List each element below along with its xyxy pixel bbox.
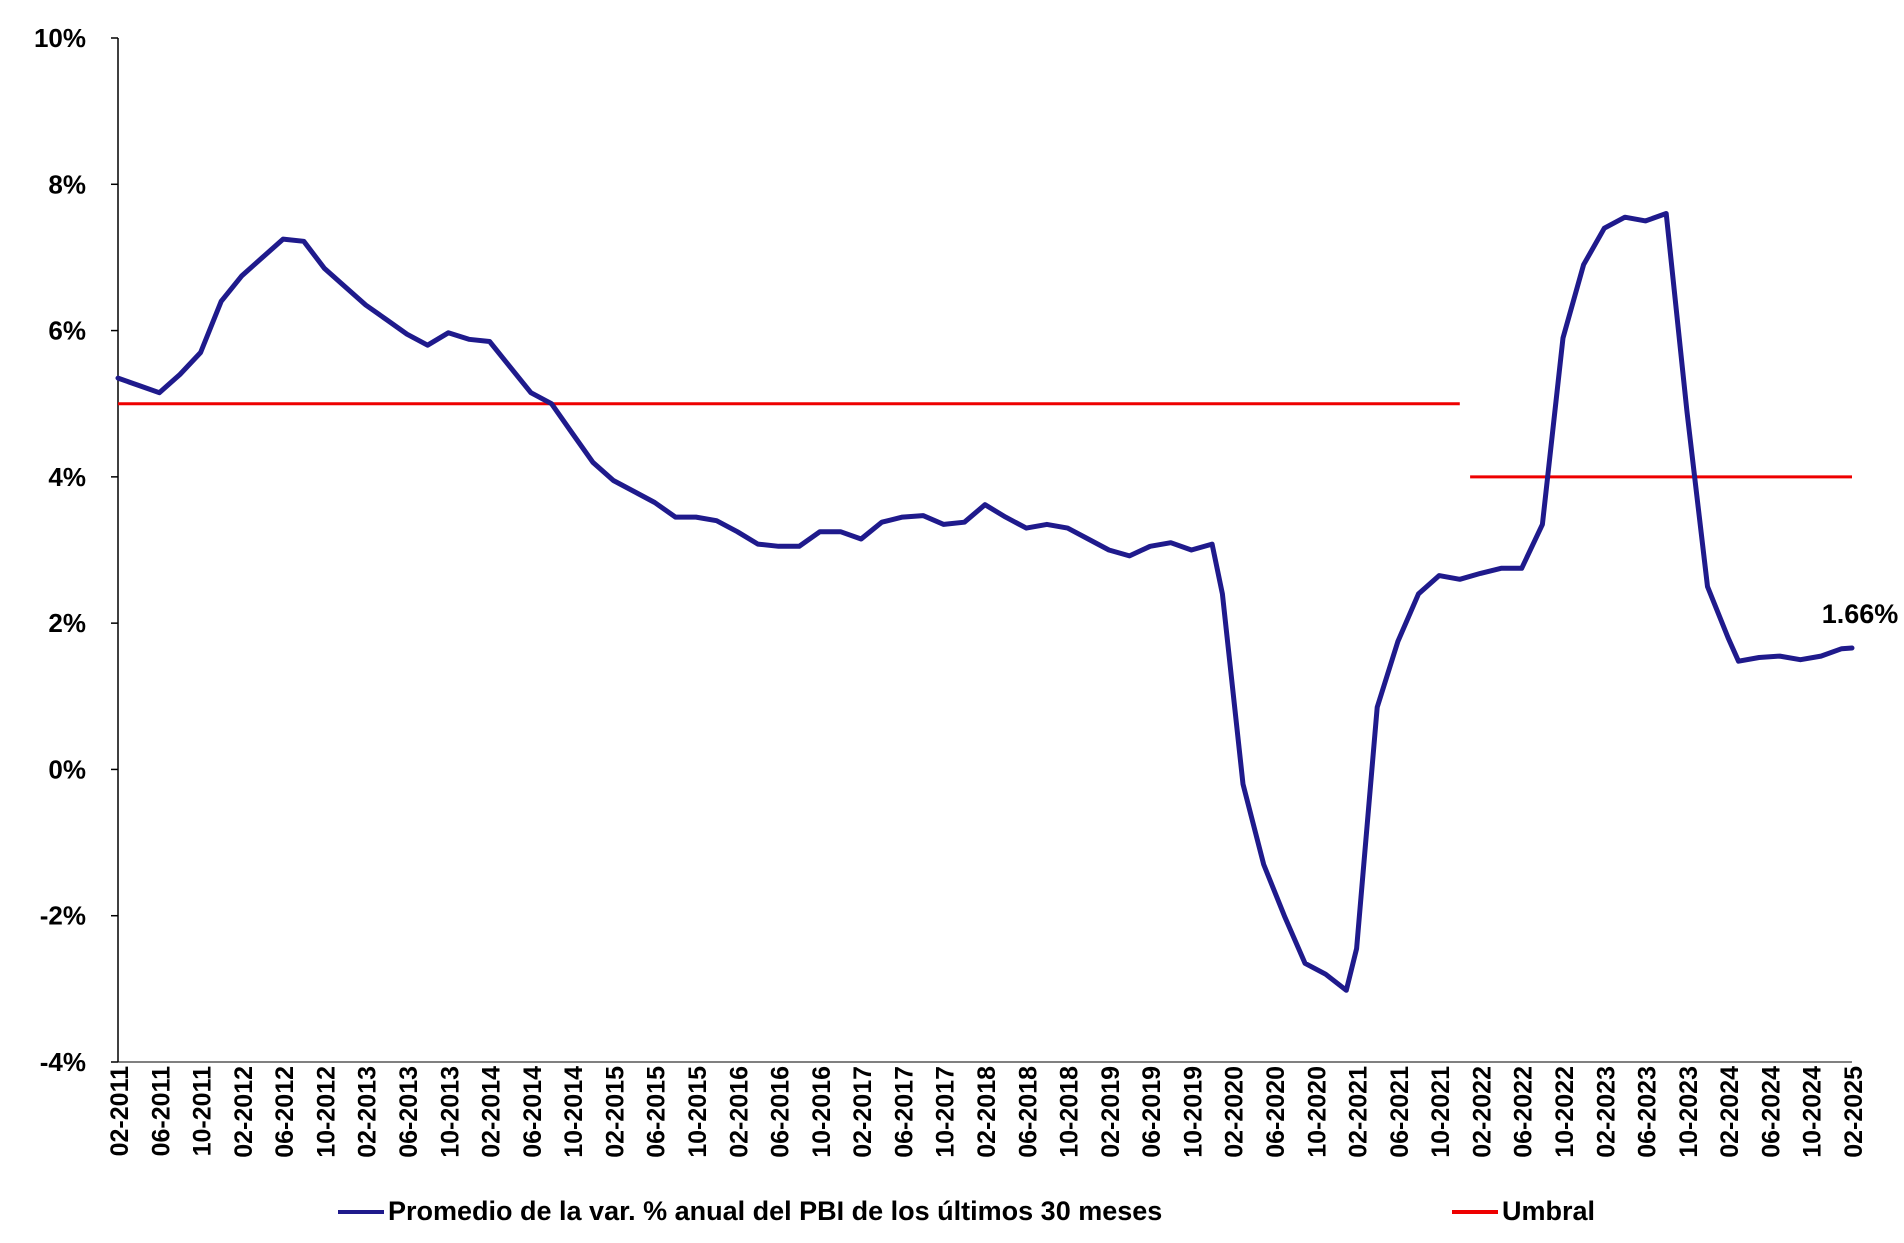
x-tick-label: 10-2013: [436, 1066, 464, 1158]
legend-swatch-main: [338, 1209, 384, 1214]
legend-item-umbral: Umbral: [1452, 1196, 1595, 1227]
x-tick-label: 10-2024: [1799, 1066, 1827, 1158]
x-tick-label: 06-2022: [1510, 1066, 1538, 1158]
x-tick-label: 10-2021: [1427, 1066, 1455, 1158]
x-tick-label: 06-2023: [1634, 1066, 1662, 1158]
x-tick-label: 02-2021: [1345, 1066, 1373, 1158]
legend-swatch-umbral: [1452, 1209, 1498, 1214]
legend-label-main: Promedio de la var. % anual del PBI de l…: [388, 1196, 1163, 1226]
x-tick-label: 06-2014: [519, 1066, 547, 1158]
x-tick-label: 10-2023: [1675, 1066, 1703, 1158]
x-tick-label: 06-2020: [1262, 1066, 1290, 1158]
y-tick-label: 4%: [48, 462, 86, 492]
series-line-main: [115, 211, 1855, 993]
y-tick-label: 6%: [48, 316, 86, 346]
x-tick-label: 02-2011: [106, 1066, 134, 1156]
x-tick-label: 06-2011: [147, 1066, 175, 1156]
x-tick-label: 02-2019: [1097, 1066, 1125, 1158]
axes: [117, 38, 1852, 1063]
x-tick-label: 06-2012: [271, 1066, 299, 1158]
x-tick-label: 02-2024: [1716, 1066, 1744, 1158]
legend: Promedio de la var. % anual del PBI de l…: [0, 1196, 1904, 1236]
x-tick-label: 10-2015: [684, 1066, 712, 1158]
y-tick-label: 10%: [34, 23, 86, 53]
y-tick-label: 2%: [48, 608, 86, 638]
y-tick-label: 8%: [48, 169, 86, 199]
x-tick-label: 02-2016: [725, 1066, 753, 1158]
x-tick-label: 02-2013: [354, 1066, 382, 1158]
y-tick-label: -4%: [40, 1047, 86, 1077]
x-tick-label: 06-2016: [767, 1066, 795, 1158]
x-tick-label: 10-2020: [1303, 1066, 1331, 1158]
x-tick-label: 02-2017: [849, 1066, 877, 1158]
x-tick-label: 06-2017: [890, 1066, 918, 1158]
threshold-series: [118, 402, 1852, 479]
x-tick-label: 10-2011: [189, 1066, 217, 1156]
x-tick-label: 10-2019: [1179, 1066, 1207, 1158]
legend-item-main: Promedio de la var. % anual del PBI de l…: [338, 1196, 1162, 1227]
x-tick-label: 10-2022: [1551, 1066, 1579, 1158]
x-tick-label: 10-2014: [560, 1066, 588, 1158]
x-tick-label: 06-2019: [1138, 1066, 1166, 1158]
x-tick-label: 02-2023: [1592, 1066, 1620, 1158]
x-tick-label: 02-2022: [1468, 1066, 1496, 1158]
x-tick-label: 06-2015: [643, 1066, 671, 1158]
x-tick-label: 06-2021: [1386, 1066, 1414, 1158]
x-tick-label: 06-2018: [1014, 1066, 1042, 1158]
y-axis-ticks: 10% 8% 6% 4% 2% 0% -2% -4%: [34, 23, 118, 1077]
x-tick-label: 02-2014: [478, 1066, 506, 1158]
x-tick-label: 10-2012: [312, 1066, 340, 1158]
last-value-label: 1.66%: [1822, 599, 1899, 629]
y-tick-label: -2%: [40, 901, 86, 931]
y-tick-label: 0%: [48, 754, 86, 784]
main-series: [115, 211, 1855, 993]
x-tick-label: 06-2013: [395, 1066, 423, 1158]
x-tick-label: 02-2020: [1221, 1066, 1249, 1158]
x-tick-label: 02-2012: [230, 1066, 258, 1158]
x-tick-label: 06-2024: [1757, 1066, 1785, 1158]
x-tick-label: 10-2016: [808, 1066, 836, 1158]
x-tick-label: 02-2025: [1840, 1066, 1868, 1158]
x-tick-label: 02-2015: [601, 1066, 629, 1158]
x-tick-label: 10-2018: [1056, 1066, 1084, 1158]
annotations: 1.66%: [1822, 599, 1899, 629]
x-axis-ticks: 02-2011 06-2011 10-2011 02-2012 06-2012 10-20…: [106, 1066, 1868, 1158]
x-tick-label: 10-2017: [932, 1066, 960, 1158]
x-tick-label: 02-2018: [973, 1066, 1001, 1158]
legend-label-umbral: Umbral: [1502, 1196, 1596, 1226]
